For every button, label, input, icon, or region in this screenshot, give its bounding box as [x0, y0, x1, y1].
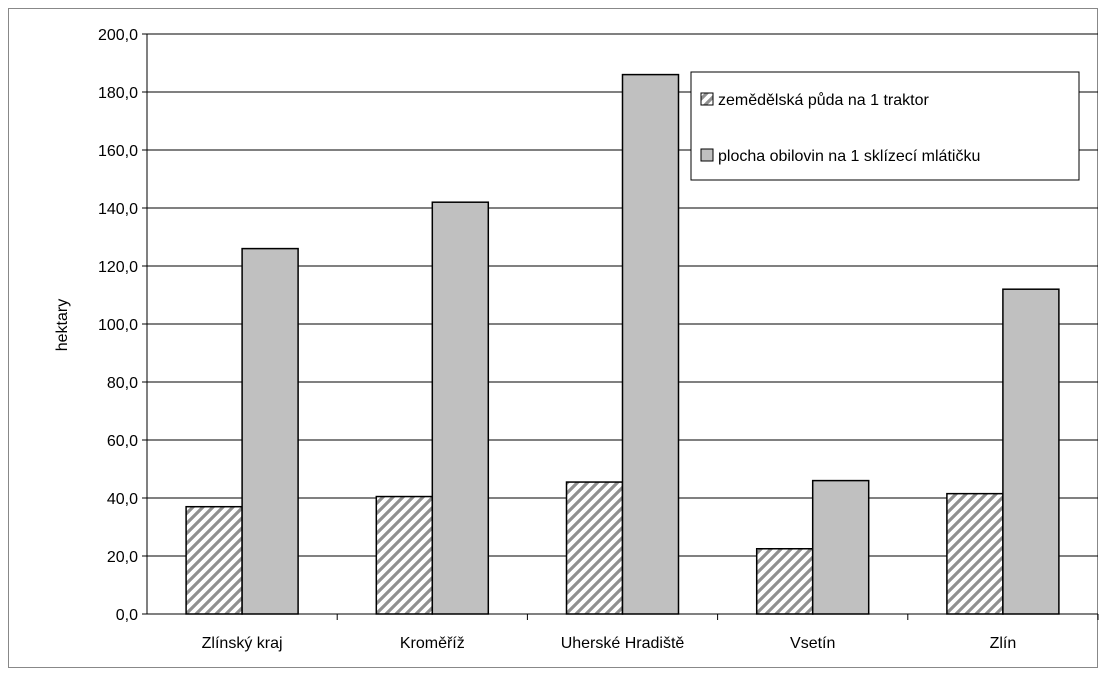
legend-label-series-2: plocha obilovin na 1 sklízecí mlátičku	[718, 148, 980, 165]
y-tick-label: 120,0	[98, 259, 138, 276]
bar-series-1	[755, 548, 814, 615]
x-category-label: Zlínský kraj	[202, 635, 283, 652]
x-category-label: Kroměříž	[400, 635, 465, 652]
y-tick-label: 180,0	[98, 85, 138, 102]
y-tick-label: 160,0	[98, 143, 138, 160]
y-axis-label: hektary	[54, 299, 71, 351]
axes	[142, 33, 1099, 620]
bar-series-2	[241, 247, 299, 615]
bar-series-1	[565, 481, 624, 615]
y-tick-label: 0,0	[116, 607, 138, 624]
bar-series-1	[946, 492, 1004, 615]
legend: zemědělská půda na 1 traktor plocha obil…	[690, 71, 1080, 181]
y-tick-label: 140,0	[98, 201, 138, 218]
x-category-label: Vsetín	[790, 635, 835, 652]
y-tick-label: 60,0	[107, 433, 138, 450]
x-category-label: Uherské Hradiště	[561, 635, 685, 652]
bar-series-2	[1002, 288, 1060, 615]
y-tick-label: 100,0	[98, 317, 138, 334]
axis-labels: 0,0 20,0 40,0 60,0 80,0 100,0 120,0 140,0 160,0 1…	[98, 27, 1016, 652]
legend-box	[690, 71, 1080, 181]
y-tick-label: 20,0	[107, 549, 138, 566]
legend-swatch-series-2	[700, 148, 714, 162]
y-tick-label: 80,0	[107, 375, 138, 392]
y-tick-label: 200,0	[98, 27, 138, 44]
bar-series-2	[621, 73, 680, 615]
x-category-label: Zlín	[990, 635, 1017, 652]
bar-series-2	[431, 201, 490, 615]
bar-series-1	[375, 495, 434, 615]
bar-series-2	[811, 479, 870, 615]
y-tick-label: 40,0	[107, 491, 138, 508]
legend-swatch-series-1	[700, 92, 714, 106]
bar-series-1	[185, 505, 243, 615]
legend-label-series-1: zemědělská půda na 1 traktor	[718, 91, 929, 109]
